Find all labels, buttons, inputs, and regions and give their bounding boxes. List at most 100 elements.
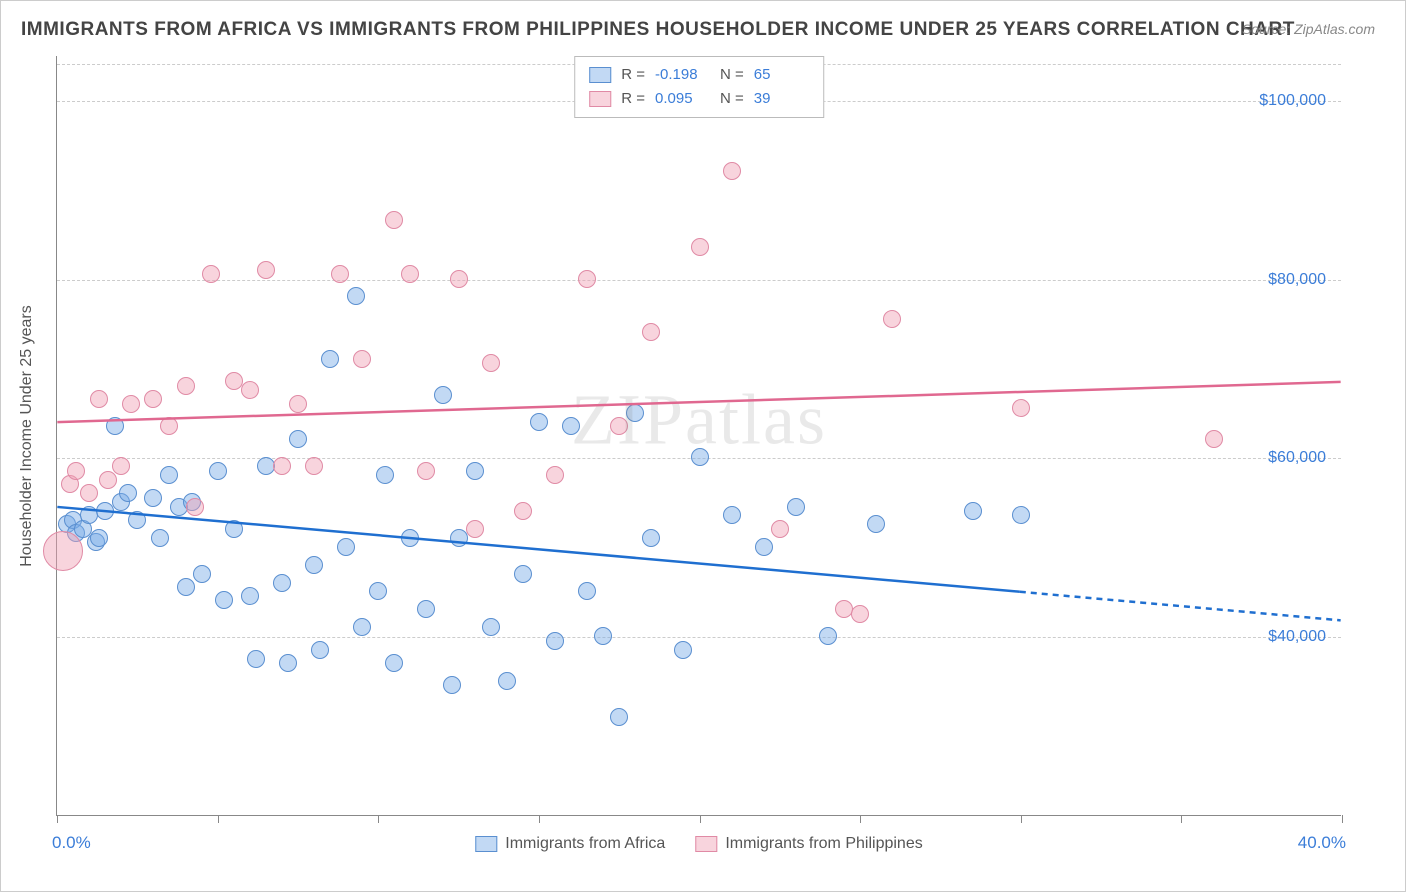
scatter-point bbox=[450, 529, 468, 547]
scatter-point bbox=[1012, 506, 1030, 524]
scatter-point bbox=[530, 413, 548, 431]
scatter-point bbox=[80, 484, 98, 502]
scatter-point bbox=[578, 270, 596, 288]
scatter-point bbox=[369, 582, 387, 600]
scatter-point bbox=[311, 641, 329, 659]
scatter-point bbox=[674, 641, 692, 659]
scatter-point bbox=[482, 618, 500, 636]
source-value: ZipAtlas.com bbox=[1294, 21, 1375, 37]
scatter-point bbox=[498, 672, 516, 690]
scatter-point bbox=[417, 600, 435, 618]
n-label: N = bbox=[720, 87, 744, 111]
scatter-point bbox=[964, 502, 982, 520]
scatter-point bbox=[289, 395, 307, 413]
scatter-point bbox=[385, 211, 403, 229]
scatter-point bbox=[642, 323, 660, 341]
x-tick bbox=[1181, 815, 1182, 823]
scatter-point bbox=[851, 605, 869, 623]
plot-area: ZIPatlas R = -0.198 N = 65 R = 0.095 N =… bbox=[56, 56, 1341, 816]
scatter-point bbox=[160, 466, 178, 484]
gridline bbox=[57, 280, 1341, 281]
scatter-point bbox=[578, 582, 596, 600]
y-tick-label: $60,000 bbox=[1268, 449, 1326, 467]
trendline bbox=[1020, 592, 1341, 621]
scatter-point bbox=[151, 529, 169, 547]
n-value-africa: 65 bbox=[754, 63, 809, 87]
scatter-point bbox=[787, 498, 805, 516]
source-label: Source: bbox=[1242, 21, 1290, 37]
r-value-philippines: 0.095 bbox=[655, 87, 710, 111]
scatter-point bbox=[353, 618, 371, 636]
scatter-point bbox=[43, 531, 83, 571]
scatter-point bbox=[401, 529, 419, 547]
scatter-point bbox=[610, 417, 628, 435]
x-axis-max-label: 40.0% bbox=[1298, 833, 1346, 853]
scatter-point bbox=[546, 632, 564, 650]
scatter-point bbox=[241, 587, 259, 605]
scatter-point bbox=[193, 565, 211, 583]
series-legend: Immigrants from Africa Immigrants from P… bbox=[475, 835, 922, 853]
scatter-point bbox=[90, 529, 108, 547]
scatter-point bbox=[177, 578, 195, 596]
legend-label-africa: Immigrants from Africa bbox=[505, 835, 665, 853]
scatter-point bbox=[594, 627, 612, 645]
scatter-point bbox=[225, 520, 243, 538]
scatter-point bbox=[215, 591, 233, 609]
scatter-point bbox=[90, 390, 108, 408]
scatter-point bbox=[305, 556, 323, 574]
x-tick bbox=[57, 815, 58, 823]
scatter-point bbox=[514, 502, 532, 520]
x-tick bbox=[218, 815, 219, 823]
scatter-point bbox=[723, 506, 741, 524]
y-tick-label: $100,000 bbox=[1259, 92, 1326, 110]
scatter-point bbox=[819, 627, 837, 645]
x-axis-min-label: 0.0% bbox=[52, 833, 91, 853]
legend-row-africa: R = -0.198 N = 65 bbox=[589, 63, 809, 87]
scatter-point bbox=[273, 574, 291, 592]
swatch-africa-bottom bbox=[475, 836, 497, 852]
scatter-point bbox=[1012, 399, 1030, 417]
x-tick bbox=[1342, 815, 1343, 823]
scatter-point bbox=[305, 457, 323, 475]
scatter-point bbox=[247, 650, 265, 668]
scatter-point bbox=[610, 708, 628, 726]
scatter-point bbox=[642, 529, 660, 547]
scatter-point bbox=[385, 654, 403, 672]
x-tick bbox=[860, 815, 861, 823]
trendlines-layer bbox=[57, 56, 1341, 815]
scatter-point bbox=[177, 377, 195, 395]
scatter-point bbox=[1205, 430, 1223, 448]
scatter-point bbox=[241, 381, 259, 399]
swatch-africa bbox=[589, 67, 611, 83]
y-tick-label: $80,000 bbox=[1268, 271, 1326, 289]
scatter-point bbox=[186, 498, 204, 516]
scatter-point bbox=[273, 457, 291, 475]
scatter-point bbox=[755, 538, 773, 556]
scatter-point bbox=[119, 484, 137, 502]
scatter-point bbox=[482, 354, 500, 372]
scatter-point bbox=[337, 538, 355, 556]
scatter-point bbox=[867, 515, 885, 533]
scatter-point bbox=[691, 448, 709, 466]
y-tick-label: $40,000 bbox=[1268, 628, 1326, 646]
scatter-point bbox=[434, 386, 452, 404]
scatter-point bbox=[112, 457, 130, 475]
scatter-point bbox=[883, 310, 901, 328]
scatter-point bbox=[144, 489, 162, 507]
swatch-philippines-bottom bbox=[695, 836, 717, 852]
scatter-point bbox=[257, 261, 275, 279]
scatter-point bbox=[466, 520, 484, 538]
x-tick bbox=[539, 815, 540, 823]
scatter-point bbox=[723, 162, 741, 180]
scatter-point bbox=[562, 417, 580, 435]
scatter-point bbox=[289, 430, 307, 448]
scatter-point bbox=[106, 417, 124, 435]
scatter-point bbox=[443, 676, 461, 694]
scatter-point bbox=[466, 462, 484, 480]
source-attribution: Source: ZipAtlas.com bbox=[1242, 21, 1375, 37]
scatter-point bbox=[96, 502, 114, 520]
legend-item-philippines: Immigrants from Philippines bbox=[695, 835, 922, 853]
scatter-point bbox=[331, 265, 349, 283]
scatter-point bbox=[209, 462, 227, 480]
correlation-legend: R = -0.198 N = 65 R = 0.095 N = 39 bbox=[574, 56, 824, 118]
